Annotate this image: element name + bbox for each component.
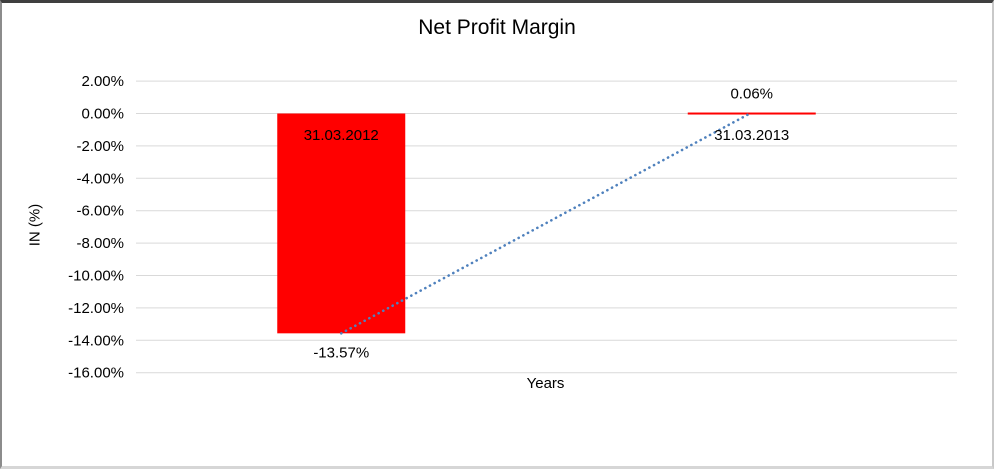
category-label: 31.03.2012	[304, 127, 379, 144]
y-tick-label: 0.00%	[81, 106, 124, 123]
y-tick-label: 2.00%	[81, 73, 124, 90]
chart-title: Net Profit Margin	[418, 16, 576, 39]
bar-series-point	[687, 112, 816, 115]
y-tick-label: -8.00%	[76, 235, 124, 252]
category-label: 31.03.2013	[714, 127, 789, 144]
x-axis-title: Years	[526, 375, 565, 392]
data-label: -13.57%	[313, 344, 369, 361]
y-tick-label: -16.00%	[68, 365, 124, 382]
bar-series-point	[277, 113, 406, 334]
y-tick-label: -12.00%	[68, 300, 124, 317]
y-tick-label: -14.00%	[68, 332, 124, 349]
trendline	[339, 111, 754, 335]
plot-area: 2.00% 0.00% -2.00% -4.00% -6.00% -8.00% -10.00…	[68, 73, 957, 382]
data-label: 0.06%	[730, 86, 773, 103]
y-tick-label: -6.00%	[76, 203, 124, 220]
y-tick-label: -2.00%	[76, 138, 124, 155]
y-tick-label: -4.00%	[76, 170, 124, 187]
y-tick-label: -10.00%	[68, 268, 124, 285]
